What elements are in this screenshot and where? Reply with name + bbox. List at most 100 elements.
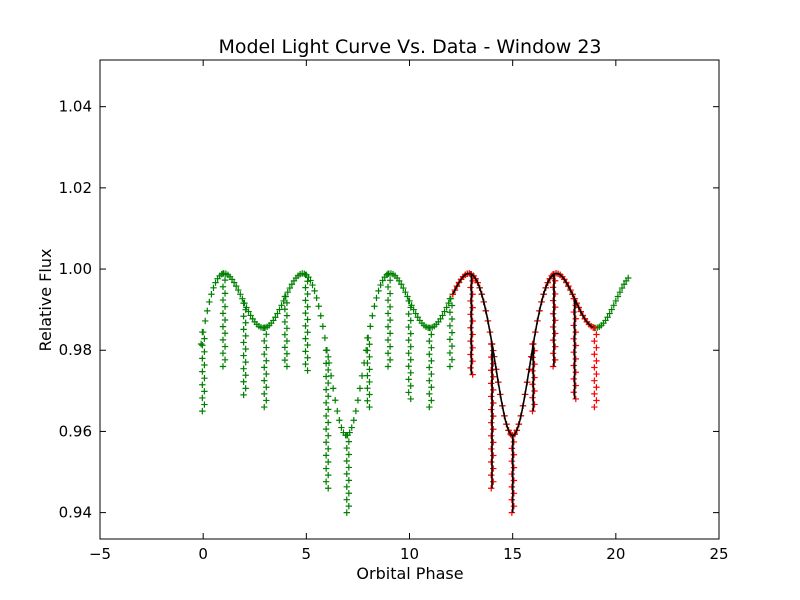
green-series-dip-point: [405, 376, 412, 383]
green-series-dip-point: [446, 295, 454, 302]
green-series-dip-point: [219, 296, 227, 304]
green-series-point: [441, 308, 448, 315]
green-series-point: [402, 288, 409, 296]
green-series-point: [319, 323, 327, 330]
green-series-dip-point: [281, 344, 289, 351]
y-tick-label: 1.04: [59, 98, 92, 116]
red-series-dip-point: [531, 360, 538, 368]
green-series-dip-point: [448, 315, 456, 323]
green-series-dip-point: [407, 369, 414, 377]
green-series-dip-point: [261, 390, 268, 398]
red-series-dip-point: [572, 342, 580, 349]
green-series-dip-point: [448, 356, 456, 363]
green-series-dip-point: [261, 377, 268, 384]
red-series-dip-point: [572, 355, 580, 363]
green-series-dip-point: [366, 403, 373, 411]
green-series-dip-point: [221, 330, 229, 337]
green-series-dip-point: [283, 312, 291, 319]
green-series-point: [284, 288, 291, 296]
green-series-dip-point: [322, 452, 330, 459]
green-series-dip-point: [426, 403, 433, 411]
green-series-point: [278, 302, 285, 309]
green-series-dip-point: [325, 379, 332, 387]
green-series-dip-point: [201, 335, 208, 342]
x-tick-label: 5: [302, 545, 312, 563]
x-axis-label: Orbital Phase: [356, 564, 463, 583]
green-series-dip-point: [219, 349, 227, 357]
y-axis-ticks: 0.94 0.96 0.98 1.00 1.02 1.04: [59, 98, 719, 522]
green-series-dip-point: [343, 496, 350, 503]
green-series-dip-point: [343, 509, 350, 516]
green-series-point: [375, 287, 382, 295]
green-series-dip-point: [281, 306, 289, 313]
y-tick-label: 0.96: [59, 422, 92, 440]
green-series-dip-point: [283, 299, 291, 307]
green-series-dip-point: [343, 444, 350, 452]
green-series-dip-point: [428, 344, 435, 351]
green-series-dip-point: [304, 329, 311, 336]
green-series-dip-point: [201, 388, 208, 395]
red-series-dip-point: [551, 330, 559, 337]
green-series-dip-point: [366, 391, 373, 398]
green-series-dip-point: [304, 367, 311, 374]
green-series-dip-point: [219, 283, 227, 290]
green-series-dip-point: [199, 407, 206, 415]
green-series-dip-point: [263, 370, 270, 378]
green-series-dip-point: [407, 330, 414, 337]
green-series-dip-point: [302, 309, 309, 317]
green-series-dip-point: [325, 471, 332, 479]
green-series-dip-point: [386, 303, 394, 311]
green-series-dip-point: [281, 356, 289, 364]
red-series-dip-point: [593, 344, 600, 351]
green-series-point: [202, 317, 209, 325]
red-series-dip-point: [531, 387, 538, 395]
green-series-dip-point: [261, 403, 268, 411]
green-series-dip-point: [221, 290, 229, 297]
green-series-dip-point: [201, 348, 208, 356]
green-series-dip-point: [219, 310, 227, 317]
red-series-dip-point: [570, 389, 577, 396]
green-series-dip-point: [242, 319, 249, 326]
red-series-dip-point: [551, 317, 559, 324]
green-series-dip-point: [322, 478, 330, 485]
y-tick-label: 1.02: [59, 179, 92, 197]
green-series-dip-point: [384, 297, 392, 304]
green-series-dip-point: [240, 299, 247, 307]
green-series-dip-point: [325, 458, 332, 466]
green-series-dip-point: [426, 377, 433, 384]
green-series-dip-point: [343, 431, 350, 439]
green-series-point: [247, 312, 254, 319]
green-series-dip-point: [343, 470, 350, 478]
green-series-dip-point: [407, 382, 414, 390]
green-series-dip-point: [325, 393, 332, 400]
green-series-dip-point: [446, 336, 454, 343]
green-series-dip-point: [345, 451, 353, 458]
green-series-dip-point: [366, 366, 373, 373]
green-series-point: [288, 281, 296, 288]
green-series-dip-point: [263, 344, 270, 351]
green-series-dip-point: [322, 347, 330, 354]
red-series-dip-point: [490, 452, 497, 459]
green-series-dip-point: [366, 341, 373, 348]
green-series-dip-point: [364, 359, 371, 367]
green-series-dip-point: [407, 395, 414, 403]
green-series-dip-point: [283, 350, 291, 357]
green-series-dip-point: [322, 465, 330, 472]
green-series-dip-point: [221, 276, 229, 284]
green-series-dip-point: [302, 348, 309, 355]
green-series-dip-point: [240, 391, 247, 399]
red-series-dip-point: [510, 477, 518, 484]
green-series-dip-point: [428, 357, 435, 365]
red-series-dip-point: [508, 509, 516, 516]
green-series-dip-point: [263, 384, 270, 391]
green-series-dip-point: [405, 350, 412, 357]
red-series-dip-point: [551, 356, 559, 364]
red-series-dip-point: [469, 358, 476, 365]
green-series-dip-point: [302, 297, 309, 304]
green-series-point: [610, 302, 617, 309]
red-series-dip-point: [591, 377, 598, 384]
green-series-point: [210, 284, 217, 292]
green-series-point: [367, 323, 374, 330]
green-series-point: [371, 303, 378, 310]
